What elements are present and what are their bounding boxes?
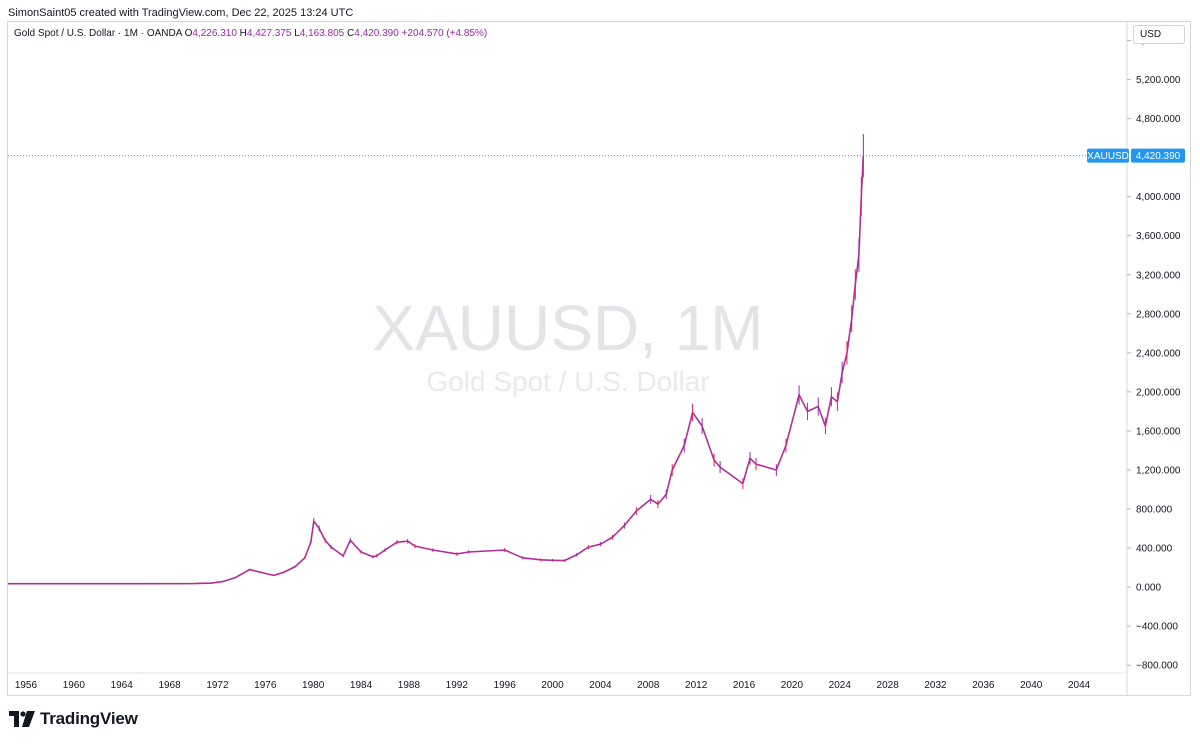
legend-low-label: L — [294, 28, 300, 39]
x-tick-label: 1984 — [350, 680, 373, 691]
x-tick-label: 1964 — [111, 680, 134, 691]
x-tick-label: 2012 — [685, 680, 708, 691]
y-tick-label: 5,200.000 — [1136, 75, 1181, 86]
price-axis[interactable]: −800.000 −400.000 0.000 400.000 800.000 1,200… — [1127, 36, 1181, 672]
legend-close-label: C — [347, 28, 355, 39]
y-tick-label: 4,000.000 — [1136, 192, 1181, 203]
currency-button[interactable]: USD — [1133, 25, 1185, 44]
x-tick-label: 1972 — [206, 680, 229, 691]
x-tick-label: 2008 — [637, 680, 660, 691]
last-price-tag: XAUUSD 4,420.390 — [1087, 148, 1185, 163]
y-tick-label: −800.000 — [1136, 661, 1178, 672]
y-tick-label: 4,800.000 — [1136, 114, 1181, 125]
y-tick-label: 1,600.000 — [1136, 426, 1181, 437]
y-tick-label: 2,800.000 — [1136, 309, 1181, 320]
x-tick-label: 1996 — [494, 680, 517, 691]
x-tick-label: 2040 — [1020, 680, 1043, 691]
x-tick-label: 1960 — [63, 680, 86, 691]
y-tick-label: 3,600.000 — [1136, 231, 1181, 242]
y-tick-label: 1,200.000 — [1136, 465, 1181, 476]
price-tag-value: 4,420.390 — [1136, 151, 1181, 162]
watermark-symbol: XAUUSD, 1M — [372, 292, 763, 364]
y-tick-label: 2,400.000 — [1136, 348, 1181, 359]
chart-credit: SimonSaint05 created with TradingView.co… — [8, 7, 354, 19]
watermark-name: Gold Spot / U.S. Dollar — [426, 366, 709, 397]
price-tag-value-bg — [1131, 148, 1185, 163]
x-tick-label: 2000 — [541, 680, 564, 691]
legend-title: Gold Spot / U.S. Dollar · 1M · OANDA — [14, 28, 182, 39]
legend-change: +204.570 (+4.85%) — [401, 28, 488, 39]
x-tick-label: 2044 — [1068, 680, 1091, 691]
x-tick-label: 2024 — [829, 680, 852, 691]
y-tick-label: 0.000 — [1136, 583, 1161, 594]
time-axis[interactable]: 1956 1960 1964 1968 1972 1976 1980 1984 1988 1992… — [15, 680, 1091, 691]
y-tick-label: 2,000.000 — [1136, 387, 1181, 398]
x-tick-label: 2028 — [877, 680, 900, 691]
y-tick-label: 3,200.000 — [1136, 270, 1181, 281]
x-tick-label: 2036 — [972, 680, 995, 691]
legend-open-value: 4,226.310 — [192, 28, 237, 39]
legend-low-value: 4,163.805 — [299, 28, 345, 39]
x-tick-label: 2016 — [733, 680, 756, 691]
price-series-group — [8, 134, 865, 585]
tradingview-logo-icon — [9, 711, 35, 727]
brand-name: TradingView — [40, 709, 138, 728]
x-tick-label: 1968 — [158, 680, 181, 691]
y-tick-label: 400.000 — [1136, 544, 1173, 555]
y-tick-label: 800.000 — [1136, 505, 1173, 516]
price-tag-symbol: XAUUSD — [1087, 151, 1129, 162]
legend-high-label: H — [239, 28, 247, 39]
x-tick-label: 1980 — [302, 680, 325, 691]
symbol-legend: Gold Spot / U.S. Dollar · 1M · OANDA O4,… — [14, 28, 487, 39]
x-tick-label: 2020 — [781, 680, 804, 691]
x-tick-label: 1992 — [446, 680, 469, 691]
x-tick-label: 2004 — [589, 680, 612, 691]
x-tick-label: 1988 — [398, 680, 421, 691]
legend-high-value: 4,427.375 — [246, 28, 292, 39]
y-tick-label: −400.000 — [1136, 622, 1178, 633]
x-tick-label: 1976 — [254, 680, 277, 691]
tradingview-logo[interactable]: TradingView — [9, 709, 138, 729]
chart-frame — [7, 21, 1191, 696]
legend-close-value: 4,420.390 — [354, 28, 399, 39]
price-tag-symbol-bg — [1087, 148, 1129, 163]
x-tick-label: 2032 — [924, 680, 947, 691]
legend-open-label: O — [184, 28, 193, 39]
x-tick-label: 1956 — [15, 680, 38, 691]
